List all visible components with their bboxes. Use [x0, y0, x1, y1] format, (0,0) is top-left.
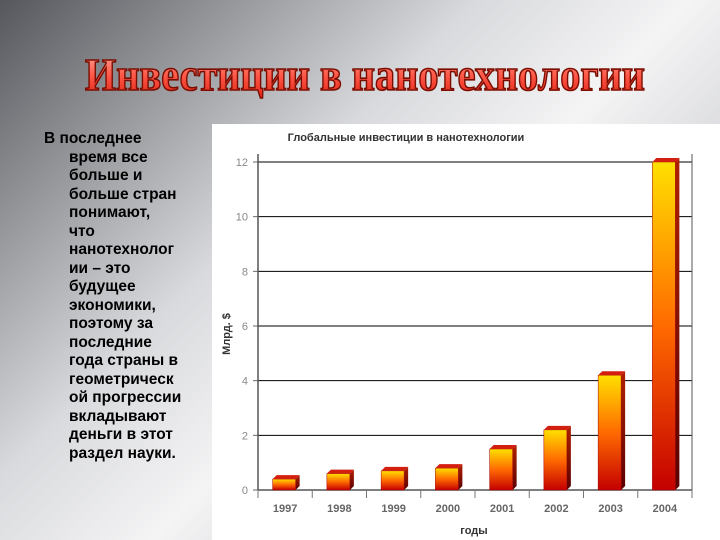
y-tick-label: 0	[242, 485, 248, 497]
bar-chart: 0 2 4 6 8 10 12 1997 1998 1999 2000 2001 2002 2003 200…	[221, 132, 693, 537]
body-text-line: ой прогрессии	[69, 389, 182, 406]
body-text-line: время все	[69, 148, 148, 166]
y-tick-label: 6	[242, 321, 248, 333]
bar-top	[381, 466, 409, 471]
body-text-line: нанотехнолог	[69, 241, 175, 258]
bar-top	[489, 445, 517, 449]
bar-front	[272, 478, 296, 491]
body-text-line: вкладывают	[69, 407, 167, 425]
bar-side	[621, 371, 626, 490]
tick-labels: 0 2 4 6 8 10 12 1997 1998 1999 2000 2001 2002 2003 200…	[236, 157, 678, 515]
x-tick-label: 2001	[490, 503, 514, 515]
bar-1998	[326, 469, 354, 491]
bar-side	[675, 158, 680, 490]
chart-title: Глобальные инвестиции в нанотехнологии	[288, 132, 525, 144]
y-axis-label: Млрд. $	[221, 313, 233, 355]
bar-front	[597, 374, 622, 491]
bar-1997	[272, 475, 300, 491]
body-text-line: геометрическ	[69, 370, 174, 388]
bar-2004	[652, 158, 680, 491]
bar-top	[652, 158, 680, 162]
body-text-line: ии – это	[69, 259, 131, 277]
x-tick-label: 2004	[653, 503, 678, 515]
grid-lines	[258, 161, 692, 491]
y-tick-label: 4	[242, 376, 248, 388]
x-tick-label: 2003	[598, 503, 622, 515]
bars	[272, 158, 680, 491]
bar-top	[598, 371, 626, 376]
bar-front	[652, 161, 676, 491]
slide-title: Инвестиции в нанотехнологии	[84, 48, 646, 101]
body-text-line: поэтому за	[69, 315, 153, 332]
bar-front	[380, 470, 405, 491]
bar-front	[489, 448, 513, 491]
bar-top	[543, 425, 571, 430]
bar-front	[543, 429, 568, 491]
y-tick-label: 2	[242, 430, 248, 442]
bar-2000	[435, 464, 463, 491]
bar-side	[566, 425, 571, 490]
bar-side	[404, 466, 409, 490]
body-text-line: последние	[69, 333, 152, 351]
body-text-line: экономики,	[69, 296, 156, 314]
bar-side	[458, 464, 463, 490]
x-tick-label: 2002	[544, 503, 568, 515]
x-axis-label: годы	[460, 525, 487, 537]
x-tick-label: 1999	[381, 503, 405, 515]
bar-top	[272, 475, 300, 480]
chart-panel: 0 2 4 6 8 10 12 1997 1998 1999 2000 2001 2002 2003 200…	[212, 124, 720, 540]
body-text-line: будущее	[69, 278, 136, 295]
bar-top	[435, 464, 463, 469]
bar-1999	[380, 466, 409, 491]
body-text-line: что	[69, 222, 95, 240]
bar-2003	[597, 371, 626, 491]
bar-side	[349, 469, 354, 490]
bar-front	[326, 473, 351, 491]
bar-2001	[489, 445, 517, 491]
body-text-line: В последнее	[44, 130, 142, 147]
bar-side	[512, 445, 517, 490]
body-text-line: деньги в этот	[69, 426, 173, 443]
body-text-line: раздел науки.	[69, 444, 176, 462]
bar-2002	[543, 425, 571, 491]
body-text-line: больше стран	[69, 185, 177, 203]
bar-front	[435, 467, 459, 491]
x-tick-label: 2000	[436, 503, 460, 515]
slide-title-text: Инвестиции в нанотехнологии	[85, 49, 645, 100]
x-tick-label: 1998	[327, 503, 351, 515]
y-tick-label: 8	[242, 266, 248, 278]
body-text-line: года страны в	[69, 352, 179, 369]
bar-side	[295, 475, 300, 490]
x-tick-label: 1997	[273, 503, 297, 515]
y-tick-label: 10	[236, 212, 248, 224]
bar-top	[326, 469, 354, 474]
y-tick-label: 12	[236, 157, 248, 169]
body-text-line: понимают,	[69, 204, 151, 221]
body-text-line: больше и	[69, 167, 143, 184]
body-text: В последнее время все больше и больше стран…	[44, 130, 204, 463]
